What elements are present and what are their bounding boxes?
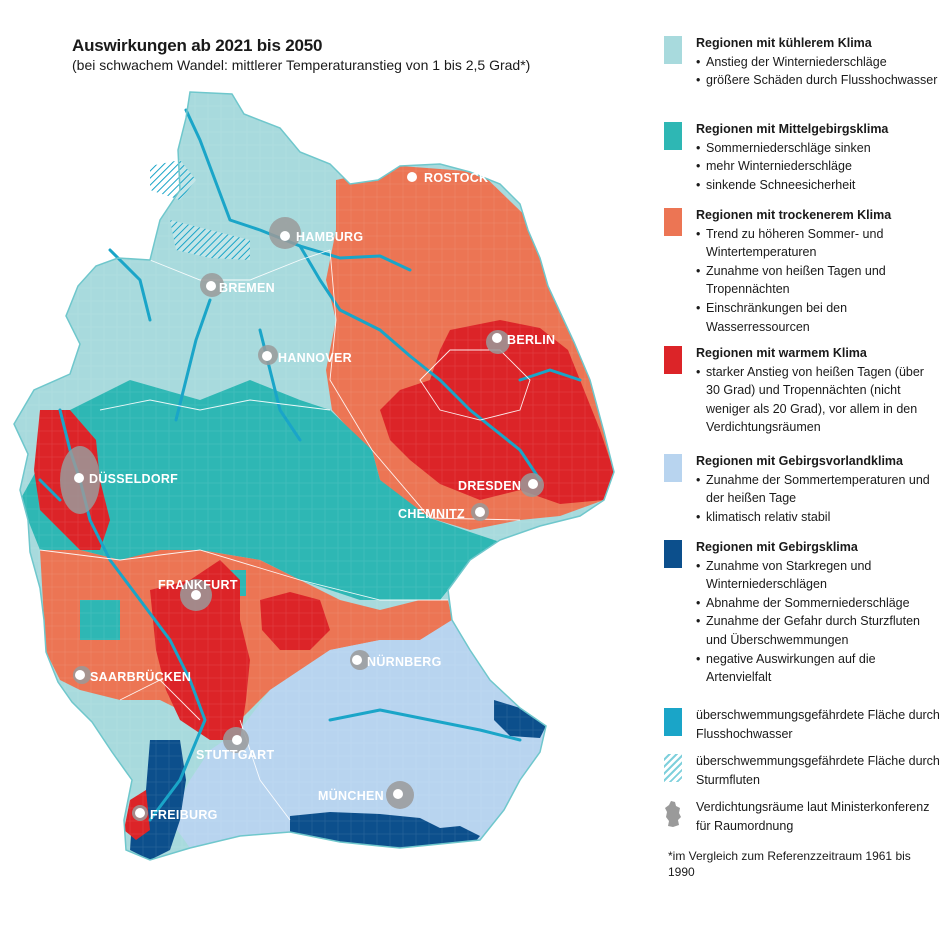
footnote: *im Vergleich zum Referenzzeitraum 1961 …: [668, 849, 911, 879]
map-title: Auswirkungen ab 2021 bis 2050: [72, 36, 323, 55]
city-saarbruecken: SAARBRÜCKEN: [75, 669, 191, 684]
legend-bullet: Zunahme der Sommertemperaturen und der h…: [696, 471, 940, 508]
legend-title: Regionen mit Mittelgebirgsklima: [696, 122, 889, 136]
city-stuttgart: STUTTGART: [196, 735, 274, 762]
svg-text:CHEMNITZ: CHEMNITZ: [398, 507, 465, 521]
germany-silhouette-icon: [665, 801, 681, 827]
city-markers: ROSTOCK HAMBURG BREMEN HANNOVER BERLIN D…: [74, 171, 555, 822]
city-rostock: ROSTOCK: [407, 171, 488, 185]
city-frankfurt: FRANKFURT: [158, 578, 238, 600]
svg-text:FREIBURG: FREIBURG: [150, 808, 218, 822]
city-nuernberg: NÜRNBERG: [352, 654, 442, 669]
legend-bullet: Anstieg der Winterniederschläge: [696, 53, 940, 72]
svg-text:ROSTOCK: ROSTOCK: [424, 171, 488, 185]
legend-swatch-cool: [664, 36, 682, 64]
legend-swatch-river-flood: [664, 708, 682, 736]
legend-swatch-foothill: [664, 454, 682, 482]
climate-regions: [14, 92, 614, 860]
legend-swatch-mittelgebirge: [664, 122, 682, 150]
legend-swatch-mountain: [664, 540, 682, 568]
city-hannover: HANNOVER: [262, 351, 352, 365]
legend-bullet: Trend zu höheren Sommer- und Wintertempe…: [696, 225, 940, 262]
city-duesseldorf: DÜSSELDORF: [74, 471, 178, 486]
svg-text:SAARBRÜCKEN: SAARBRÜCKEN: [90, 669, 191, 684]
svg-text:DRESDEN: DRESDEN: [458, 479, 521, 493]
svg-text:DÜSSELDORF: DÜSSELDORF: [89, 471, 178, 486]
svg-text:BERLIN: BERLIN: [507, 333, 555, 347]
city-berlin: BERLIN: [492, 333, 555, 347]
legend-text: überschwemmungsgefährdete Fläche durch S…: [696, 754, 940, 787]
legend-text: überschwemmungsgefährdete Fläche durch F…: [696, 708, 940, 741]
river-flood-areas: [38, 108, 582, 822]
svg-text:STUTTGART: STUTTGART: [196, 748, 274, 762]
city-hamburg: HAMBURG: [280, 230, 363, 244]
legend-bullet: starker Anstieg von heißen Tagen (über 3…: [696, 363, 940, 437]
map-subtitle: (bei schwachem Wandel: mittlerer Tempera…: [72, 57, 531, 73]
svg-text:NÜRNBERG: NÜRNBERG: [367, 654, 442, 669]
legend-bullet: negative Auswirkungen auf die Artenvielf…: [696, 650, 940, 687]
legend-swatch-dry: [664, 208, 682, 236]
legend-bullet: Abnahme der Sommerniederschläge: [696, 594, 940, 613]
legend-bullet: klimatisch relativ stabil: [696, 508, 940, 527]
svg-text:HAMBURG: HAMBURG: [296, 230, 363, 244]
storm-flood-area: [170, 220, 250, 260]
legend-title: Regionen mit Gebirgsvorlandklima: [696, 454, 903, 468]
legend-bullet: sinkende Schneesicherheit: [696, 176, 940, 195]
legend-swatch-warm: [664, 346, 682, 374]
svg-text:MÜNCHEN: MÜNCHEN: [318, 788, 384, 803]
legend-bullet: mehr Winterniederschläge: [696, 157, 940, 176]
germany-climate-map: ROSTOCK HAMBURG BREMEN HANNOVER BERLIN D…: [13, 91, 615, 861]
legend-bullet: Sommerniederschläge sinken: [696, 139, 940, 158]
legend-bullet: Einschränkungen bei den Wasserressourcen: [696, 299, 940, 336]
svg-text:HANNOVER: HANNOVER: [278, 351, 352, 365]
city-bremen: BREMEN: [206, 281, 275, 295]
legend-bullet: größere Schäden durch Flusshochwasser: [696, 71, 940, 90]
legend-title: Regionen mit trockenerem Klima: [696, 208, 892, 222]
legend-bullet: Zunahme von Starkregen und Winternieders…: [696, 557, 940, 594]
legend-text: Verdichtungsräume laut Ministerkonferenz…: [696, 800, 930, 833]
legend-title: Regionen mit kühlerem Klima: [696, 36, 872, 50]
storm-flood-area: [150, 160, 196, 200]
legend-title: Regionen mit warmem Klima: [696, 346, 867, 360]
legend-swatch-storm-flood: [664, 754, 682, 782]
legend-title: Regionen mit Gebirgsklima: [696, 540, 858, 554]
city-chemnitz: CHEMNITZ: [398, 507, 485, 521]
city-dresden: DRESDEN: [458, 479, 538, 493]
city-muenchen: MÜNCHEN: [318, 788, 403, 803]
legend-bullet: Zunahme der Gefahr durch Sturzfluten und…: [696, 612, 940, 649]
legend-bullet: Zunahme von heißen Tagen und Tropennächt…: [696, 262, 940, 299]
svg-text:BREMEN: BREMEN: [219, 281, 275, 295]
svg-text:FRANKFURT: FRANKFURT: [158, 578, 238, 592]
city-freiburg: FREIBURG: [135, 808, 218, 822]
